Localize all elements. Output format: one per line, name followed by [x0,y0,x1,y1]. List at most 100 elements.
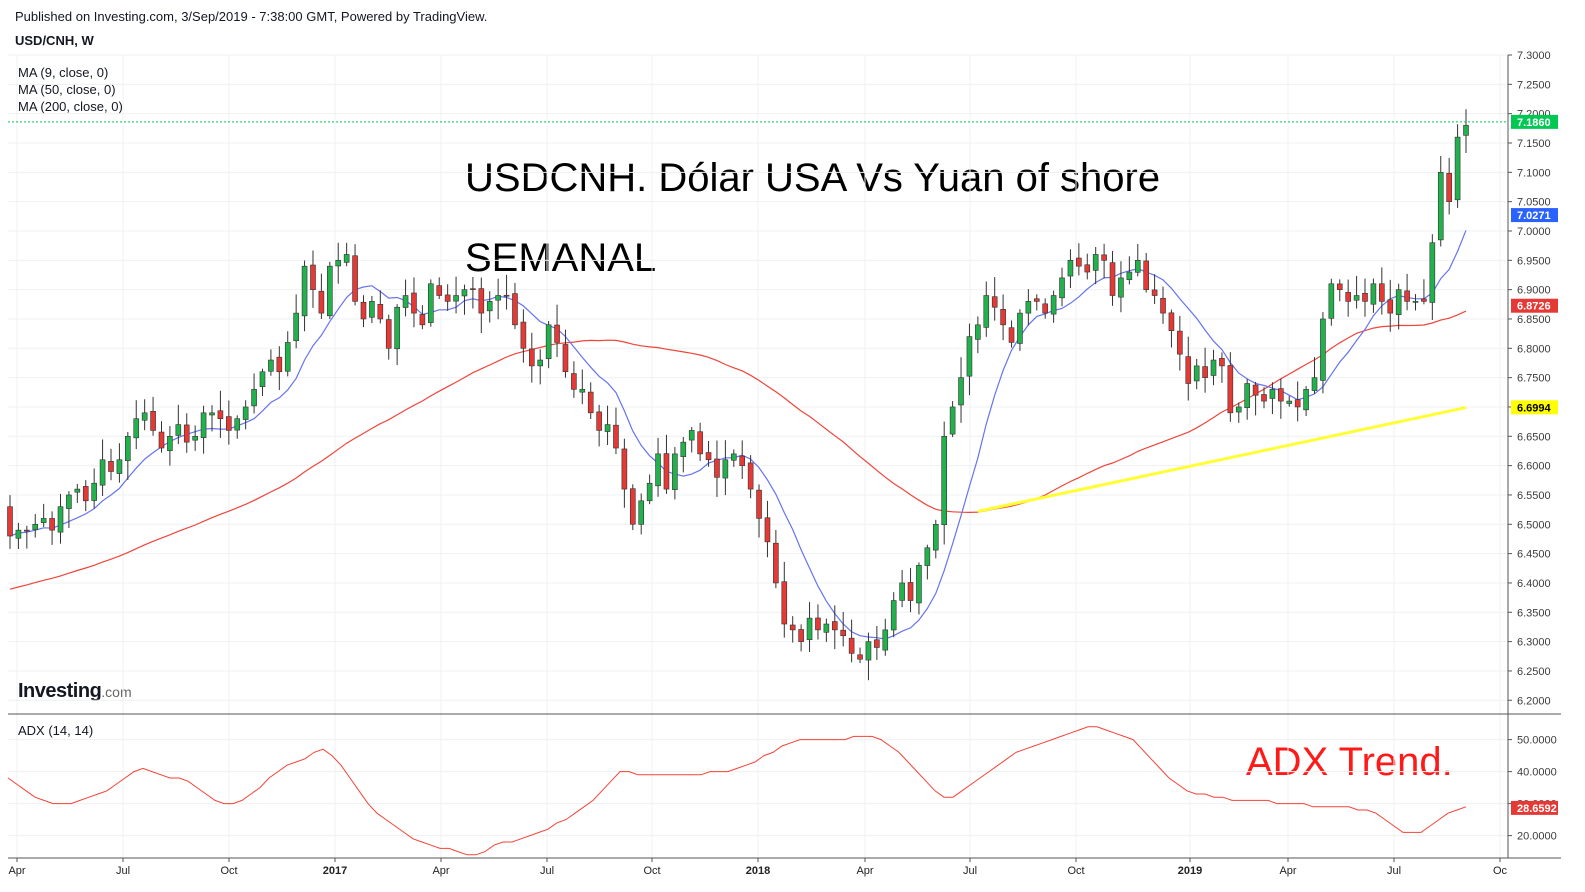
ma50-tag: 6.8726 [1511,298,1558,313]
candle [613,407,619,455]
investing-logo: Investing.com [18,680,132,703]
candle-body [150,411,156,431]
candle-body [1168,312,1175,332]
candle [1118,261,1124,313]
price-tick-label: 6.3500 [1517,607,1551,619]
candle [327,261,333,320]
price-tick-label: 7.3000 [1517,50,1551,62]
candle-body [1134,260,1141,273]
candle [276,346,283,391]
time-tick-label: 2017 [323,865,347,877]
candle-body [714,458,720,478]
candle-body [1437,172,1444,241]
candle-body [1185,356,1192,384]
candle-body [1412,301,1419,303]
legend-adx[interactable]: ADX (14, 14) [18,723,94,738]
candle [916,562,922,615]
candle [360,295,367,328]
candle [579,369,586,405]
candle [141,399,148,431]
candle-body [907,582,914,601]
candle [116,443,123,483]
candle [40,503,47,527]
candle [1076,243,1082,276]
candle [242,400,249,430]
candle-body [1395,289,1402,315]
ma200-tag-text: 6.6994 [1517,402,1552,414]
candle [217,390,224,438]
candle-body [579,389,586,393]
candle-body [82,486,89,502]
candle-body [49,518,55,531]
legend-ma9[interactable]: MA (9, close, 0) [18,65,109,80]
candle [1042,298,1048,319]
candle-body [360,301,367,320]
adx-line [7,726,1467,856]
candle [1177,315,1183,371]
candle [1000,294,1006,341]
candle [470,276,476,309]
candle-body [638,500,645,525]
candle [781,561,788,638]
candle-body [1370,283,1377,305]
candle [411,277,417,328]
candle-body [1336,283,1343,290]
candle-body [899,582,905,601]
candle-body [15,529,22,539]
legend-ma200[interactable]: MA (200, close, 0) [18,99,123,114]
candle [1336,279,1343,302]
candle-body [470,288,476,290]
candle [377,290,384,324]
candle [831,605,838,650]
candle-body [966,336,973,377]
candle [571,361,577,398]
candle-body [697,431,703,455]
candle-body [209,412,215,416]
candle-body [1008,327,1015,343]
candle [663,434,670,494]
candle [604,405,611,446]
legend-ma50[interactable]: MA (50, close, 0) [18,82,116,97]
candle [1261,387,1267,409]
candle [175,404,182,445]
price-tick-label: 6.4000 [1517,578,1551,590]
candle-body [402,295,409,308]
candle-body [1118,277,1124,298]
candle-body [1379,283,1385,302]
candle [226,400,232,445]
candle-body [1059,277,1065,299]
annotation-title: USDCNH. Dólar USA Vs Yuan of shore [465,156,1161,200]
candle [32,514,39,538]
candle [1067,249,1074,289]
candle [486,291,493,323]
candle-body [7,506,13,537]
candle [1143,252,1149,293]
candle [958,357,964,423]
price-tick-label: 7.1000 [1517,167,1551,179]
candle [200,405,207,454]
candle [284,331,291,377]
adx-tick-label: 40.0000 [1517,767,1557,779]
candle-body [1269,389,1276,399]
candle-body [545,324,552,360]
price-tags: 7.1860 7.0271 6.8726 6.6994 28.6592 [8,114,1558,815]
candle [529,332,535,383]
candle [874,626,880,660]
candle [1126,256,1133,285]
candle [823,618,830,642]
candle [74,484,81,503]
candle-body [217,410,224,419]
candle [293,294,299,349]
candle [49,511,55,545]
candle-body [562,344,569,373]
candle [554,304,560,357]
candle-body [259,371,266,387]
candle-body [1219,358,1225,367]
candle [789,616,796,643]
candle-body [941,435,947,525]
candle [82,480,89,512]
candle-body [495,295,501,301]
candle-body [890,600,897,631]
ma50-line [9,310,1467,590]
